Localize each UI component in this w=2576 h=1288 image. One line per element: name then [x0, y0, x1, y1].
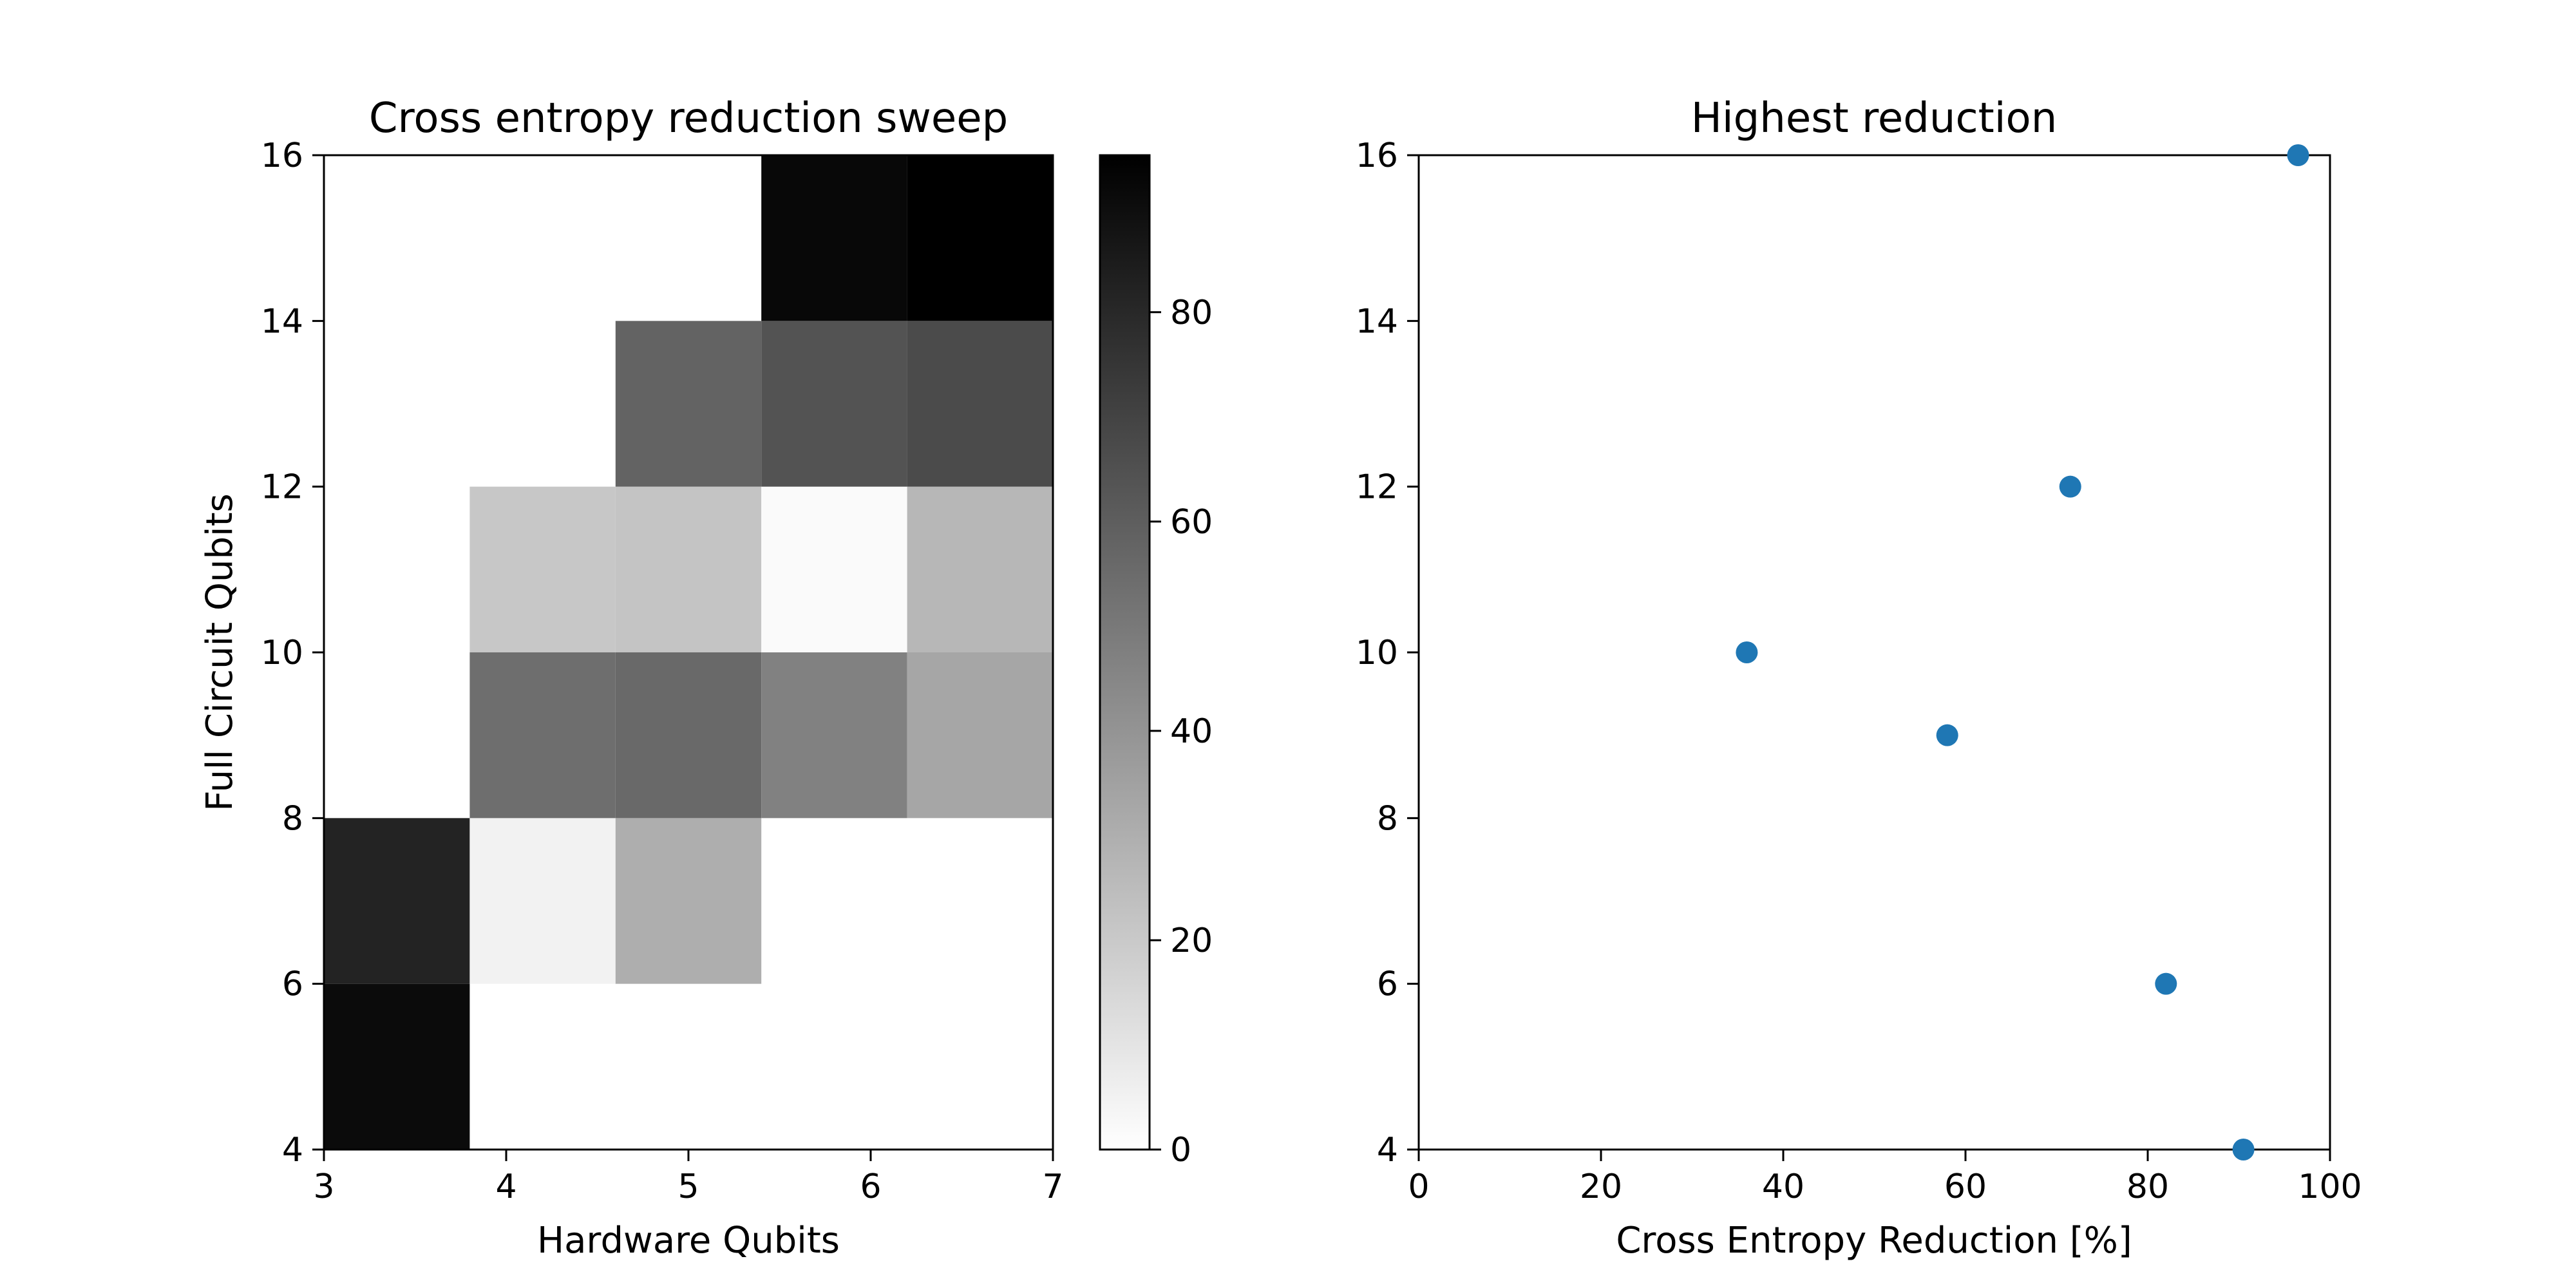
y-tick-label: 4: [1377, 1131, 1398, 1170]
x-tick-label: 3: [313, 1168, 334, 1206]
y-tick-label: 8: [1377, 799, 1398, 838]
x-tick-label: 20: [1580, 1168, 1622, 1206]
x-tick-label: 4: [495, 1168, 516, 1206]
heatmap-cell: [615, 321, 762, 487]
heatmap-cell: [761, 486, 907, 652]
y-tick-label: 8: [282, 799, 303, 838]
x-tick-label: 40: [1762, 1168, 1804, 1206]
colorbar-ticks: 0 20 40 60 80: [1150, 294, 1213, 1170]
y-tick-label: 6: [282, 965, 303, 1004]
heatmap-cell: [469, 652, 616, 819]
scatter-x-ticks: 0 20 40 60 80 100: [1408, 1150, 2362, 1206]
heatmap-cell: [761, 155, 907, 321]
heatmap-cell: [761, 652, 907, 819]
heatmap-x-label: Hardware Qubits: [537, 1220, 840, 1262]
y-tick-label: 12: [1356, 468, 1398, 507]
y-tick-label: 16: [1356, 137, 1398, 175]
heatmap-y-label: Full Circuit Qubits: [199, 493, 241, 811]
y-tick-label: 14: [261, 302, 303, 341]
heatmap-title: Cross entropy reduction sweep: [369, 95, 1008, 142]
scatter-point: [1736, 641, 1758, 663]
heatmap-cell: [469, 818, 616, 984]
heatmap-cell: [907, 652, 1053, 819]
scatter-title: Highest reduction: [1691, 95, 2058, 142]
scatter-y-ticks: 4 6 8 10 12 14 16: [1356, 137, 1419, 1170]
scatter-point: [2059, 475, 2081, 498]
heatmap-cell: [469, 486, 616, 652]
heatmap-cells: [324, 155, 1053, 1150]
x-tick-label: 6: [860, 1168, 881, 1206]
colorbar-tick-label: 0: [1170, 1131, 1191, 1170]
colorbar: 0 20 40 60 80: [1099, 154, 1213, 1170]
heatmap-cell: [907, 486, 1053, 652]
heatmap-cell: [615, 652, 762, 819]
colorbar-tick-label: 40: [1170, 712, 1213, 751]
colorbar-tick-label: 60: [1170, 503, 1213, 542]
scatter-panel: Highest reduction 0 20 40 60 80 100 4 6 8 10 12 14…: [1356, 95, 2362, 1262]
y-tick-label: 6: [1377, 965, 1398, 1004]
y-tick-label: 4: [282, 1131, 303, 1170]
scatter-point: [2155, 972, 2177, 995]
y-tick-label: 10: [1356, 634, 1398, 672]
scatter-points: [1736, 144, 2309, 1160]
heatmap-y-ticks: 4 6 8 10 12 14 16: [261, 137, 324, 1170]
heatmap-x-ticks: 3 4 5 6 7: [313, 1150, 1064, 1206]
x-tick-label: 80: [2126, 1168, 2169, 1206]
x-tick-label: 60: [1944, 1168, 1987, 1206]
colorbar-tick-label: 20: [1170, 922, 1213, 960]
x-tick-label: 5: [677, 1168, 699, 1206]
scatter-point: [1936, 724, 1958, 746]
colorbar-tick-label: 80: [1170, 294, 1213, 332]
y-tick-label: 16: [261, 137, 303, 175]
scatter-point: [2287, 144, 2309, 166]
x-tick-label: 7: [1042, 1168, 1063, 1206]
x-tick-label: 0: [1408, 1168, 1429, 1206]
heatmap-cell: [324, 818, 470, 984]
heatmap-cell: [907, 321, 1053, 487]
y-tick-label: 14: [1356, 302, 1398, 341]
heatmap-cell: [761, 321, 907, 487]
heatmap-cell: [615, 486, 762, 652]
colorbar-gradient: [1099, 154, 1151, 1151]
heatmap-cell: [324, 983, 470, 1150]
scatter-x-label: Cross Entropy Reduction [%]: [1616, 1220, 2132, 1262]
y-tick-label: 10: [261, 634, 303, 672]
heatmap-cell: [907, 155, 1053, 321]
scatter-frame: [1417, 154, 2331, 1151]
x-tick-label: 100: [2298, 1168, 2362, 1206]
scatter-point: [2232, 1139, 2255, 1160]
heatmap-cell: [615, 818, 762, 984]
y-tick-label: 12: [261, 468, 303, 507]
